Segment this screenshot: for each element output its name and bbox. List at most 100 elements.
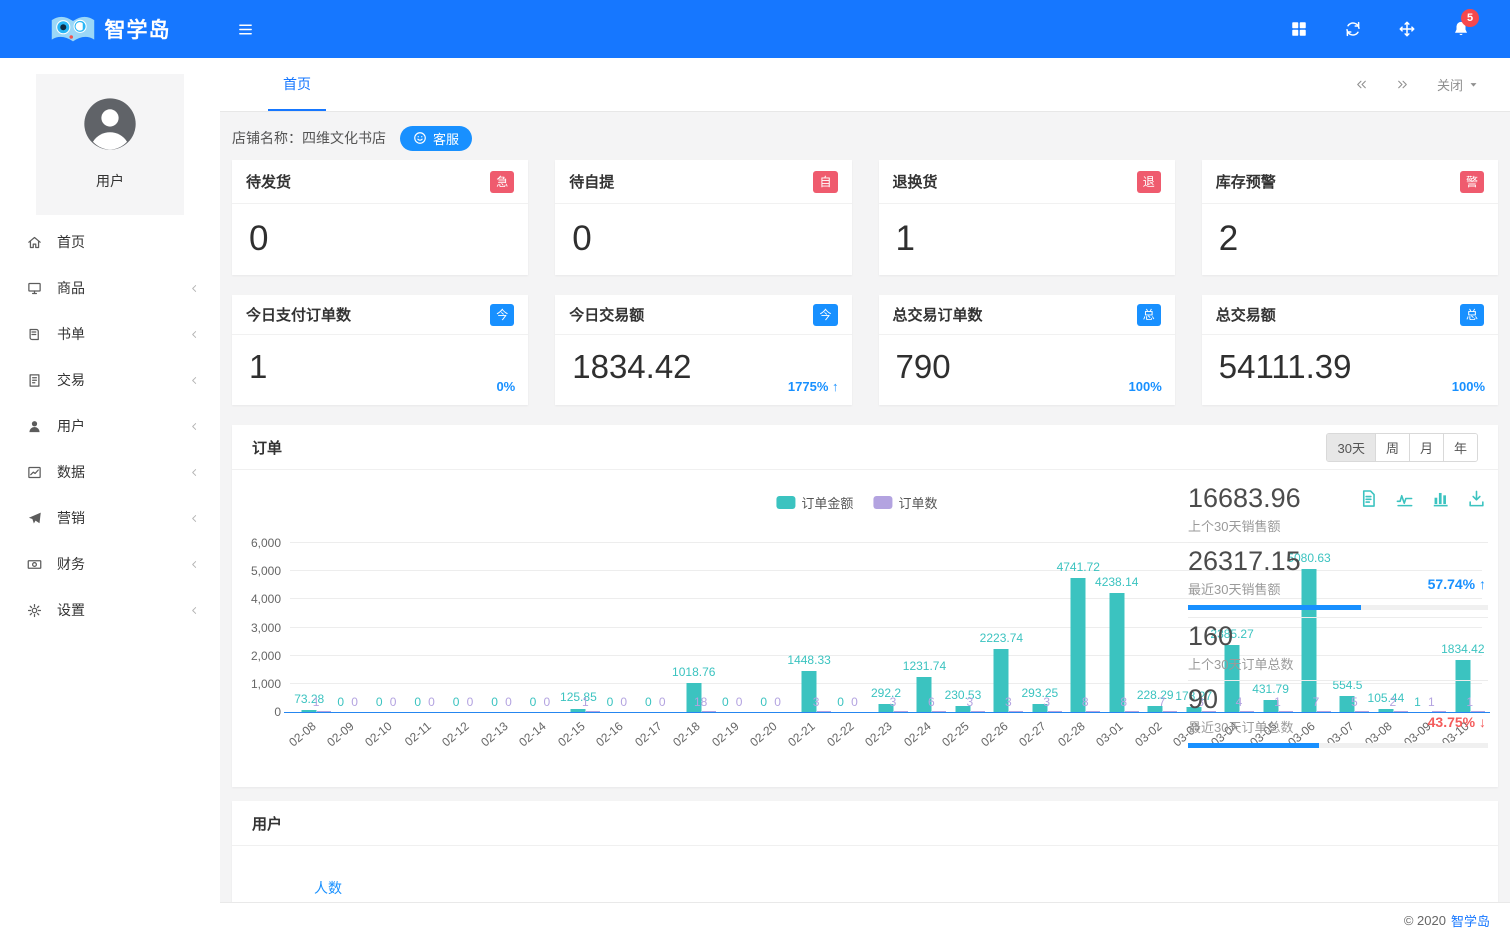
amount-label: 0	[414, 695, 421, 709]
x-axis-label: 03-01	[1093, 719, 1126, 749]
footer-brand-link[interactable]: 智学岛	[1451, 911, 1490, 930]
apps-grid-icon[interactable]	[1290, 20, 1308, 38]
sidebar-item-chart[interactable]: 数据	[0, 449, 220, 495]
x-axis-label: 02-08	[286, 719, 319, 749]
download-icon[interactable]	[1467, 489, 1486, 508]
stat-card-body: 790 100%	[879, 335, 1175, 401]
barchart-icon[interactable]	[1431, 489, 1450, 508]
sidebar: 用户 首页商品书单交易用户数据营销财务设置	[0, 58, 220, 937]
stat-cards-row2: 今日支付订单数 今 1 0% 今日交易额 今 1834.42 1775% ↑ 总…	[232, 295, 1498, 405]
stat-card-title: 退换货	[893, 171, 938, 192]
notification-badge: 5	[1461, 9, 1479, 27]
stat-card-title: 库存预警	[1216, 171, 1276, 192]
stat-card-badge[interactable]: 自	[813, 171, 837, 193]
sidebar-item-money[interactable]: 财务	[0, 541, 220, 587]
progress-fill	[1188, 605, 1361, 610]
amount-label: 0	[607, 695, 614, 709]
scroll-tabs-left-icon[interactable]	[1355, 78, 1368, 91]
page-content: 店铺名称：四维文化书店 客服 待发货 急 0 待自提 自 0	[220, 112, 1510, 937]
customer-service-label: 客服	[433, 129, 459, 148]
stat-card-badge[interactable]: 警	[1460, 171, 1484, 193]
amount-bar[interactable]	[1071, 578, 1086, 712]
x-axis-label: 02-13	[478, 719, 511, 749]
legend-item[interactable]: 订单数	[873, 493, 937, 512]
legend-swatch	[873, 496, 892, 509]
stat-card-header: 待自提 自	[555, 160, 851, 204]
avatar[interactable]	[82, 96, 138, 152]
stat-card-badge[interactable]: 总	[1137, 304, 1161, 326]
legend-label: 订单数	[898, 493, 937, 512]
orders-panel: 订单 30天周月年 订单金额订单数 01,0002,0003,0004,0005…	[232, 425, 1498, 787]
stat-card-body: 0	[232, 204, 528, 275]
copyright-text: © 2020	[1404, 913, 1446, 928]
sidebar-item-monitor[interactable]: 商品	[0, 265, 220, 311]
y-axis-tick: 0	[274, 705, 281, 719]
period-option[interactable]: 周	[1375, 434, 1409, 461]
stat-card-badge[interactable]: 今	[490, 304, 514, 326]
period-option[interactable]: 30天	[1327, 434, 1374, 461]
chart-slot-02-15: 125.85102-15	[559, 543, 597, 712]
count-label: 8	[1120, 695, 1127, 709]
progress-track	[1188, 605, 1488, 610]
store-name: 店铺名称：四维文化书店	[232, 128, 386, 148]
stat-card-body: 1	[879, 204, 1175, 275]
close-tabs-dropdown[interactable]: 关闭	[1437, 75, 1480, 94]
stat-card-badge[interactable]: 今	[813, 304, 837, 326]
notifications-button[interactable]: 5	[1452, 20, 1470, 38]
sidebar-item-receipt[interactable]: 交易	[0, 357, 220, 403]
customer-service-button[interactable]: 客服	[400, 126, 472, 151]
summary-label: 上个30天订单总数	[1188, 654, 1488, 673]
stat-card-badge[interactable]: 急	[490, 171, 514, 193]
count-label: 0	[774, 695, 781, 709]
summary-section: 26317.15最近30天销售额57.74% ↑	[1188, 543, 1488, 618]
sidebar-item-user[interactable]: 用户	[0, 403, 220, 449]
sidebar-item-home[interactable]: 首页	[0, 219, 220, 265]
chart-slot-03-02: 228.29703-02	[1136, 543, 1174, 712]
tab-controls: 关闭	[1355, 58, 1510, 111]
x-axis-label: 02-19	[709, 719, 742, 749]
count-label: 6	[928, 695, 935, 709]
file-icon[interactable]	[1359, 489, 1378, 508]
chevron-left-icon	[189, 421, 200, 432]
sidebar-item-plane[interactable]: 营销	[0, 495, 220, 541]
chart-slot-02-10: 0002-10	[367, 543, 405, 712]
amount-label: 0	[530, 695, 537, 709]
menu-toggle-icon[interactable]	[237, 21, 254, 38]
stat-card-badge[interactable]: 退	[1137, 171, 1161, 193]
x-axis-label: 02-17	[632, 719, 665, 749]
stat-card-percent: 100%	[1129, 379, 1162, 394]
amount-label: 0	[760, 695, 767, 709]
pulse-icon[interactable]	[1395, 489, 1414, 508]
chart-slot-02-20: 0002-20	[751, 543, 789, 712]
stat-card-body: 1834.42 1775% ↑	[555, 335, 851, 401]
period-option[interactable]: 月	[1409, 434, 1443, 461]
amount-label: 4238.14	[1095, 575, 1138, 589]
brand[interactable]: 智学岛	[0, 0, 220, 58]
sidebar-item-gear[interactable]: 设置	[0, 587, 220, 633]
chart-slot-02-26: 2223.74302-26	[982, 543, 1020, 712]
chevron-left-icon	[189, 283, 200, 294]
move-fullscreen-icon[interactable]	[1398, 20, 1416, 38]
legend-swatch	[776, 496, 795, 509]
y-axis-tick: 5,000	[251, 564, 281, 578]
scroll-tabs-right-icon[interactable]	[1396, 78, 1409, 91]
chart-slot-02-27: 293.25302-27	[1021, 543, 1059, 712]
stat-card-body: 2	[1202, 204, 1498, 275]
refresh-icon[interactable]	[1344, 20, 1362, 38]
stat-card-title: 待自提	[569, 171, 614, 192]
summary-section: 90最近30天订单总数43.75% ↓	[1188, 681, 1488, 755]
tab-home[interactable]: 首页	[268, 58, 326, 111]
user-icon	[27, 419, 44, 434]
chart-slot-02-14: 0002-14	[521, 543, 559, 712]
stat-card-header: 总交易订单数 总	[879, 295, 1175, 335]
chart-legend: 订单金额 订单数	[776, 493, 937, 512]
close-tabs-label: 关闭	[1437, 75, 1463, 94]
stat-card-badge[interactable]: 总	[1460, 304, 1484, 326]
x-axis-label: 02-09	[324, 719, 357, 749]
period-option[interactable]: 年	[1443, 434, 1477, 461]
sidebar-item-book[interactable]: 书单	[0, 311, 220, 357]
count-label: 0	[428, 695, 435, 709]
chart-slot-02-08: 73.28102-08	[290, 543, 328, 712]
legend-item[interactable]: 订单金额	[776, 493, 853, 512]
user-profile: 用户	[36, 74, 184, 215]
